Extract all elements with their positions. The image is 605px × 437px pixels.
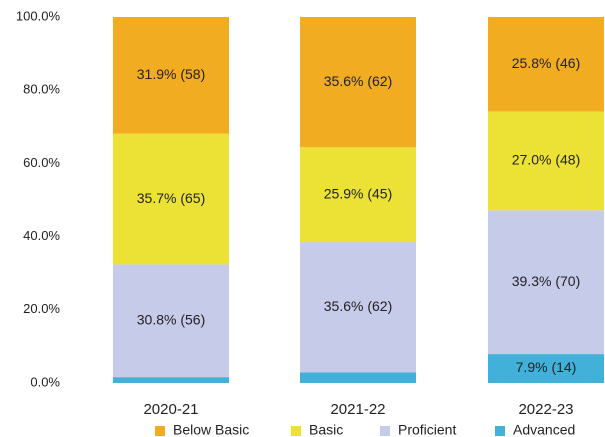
value-label: 25.8% (46)	[512, 55, 580, 71]
value-label: 7.9% (14)	[516, 359, 577, 375]
bar-segment	[113, 17, 229, 134]
bar-segment	[300, 242, 416, 373]
legend-label: Basic	[309, 422, 343, 437]
legend-label: Proficient	[398, 422, 456, 437]
value-label: 27.0% (48)	[512, 152, 580, 168]
value-label: 35.6% (62)	[324, 73, 392, 89]
x-tick-label: 2021-22	[330, 401, 385, 418]
legend-label: Below Basic	[173, 422, 249, 437]
y-tick-label: 40.0%	[23, 228, 60, 243]
y-tick-label: 100.0%	[16, 8, 61, 23]
y-tick-label: 0.0%	[30, 374, 60, 389]
y-tick-label: 60.0%	[23, 155, 60, 170]
legend-swatch	[495, 426, 505, 436]
x-tick-label: 2020-21	[143, 401, 198, 418]
legend-swatch	[291, 426, 301, 436]
value-label: 35.6% (62)	[324, 298, 392, 314]
bar-segment	[488, 111, 604, 211]
bar-segment	[488, 354, 604, 383]
legend-swatch	[155, 426, 165, 436]
value-label: 25.9% (45)	[324, 185, 392, 201]
legend-swatch	[380, 426, 390, 436]
bar-segment	[113, 133, 229, 265]
legend-label: Advanced	[513, 422, 575, 437]
bar-segment	[300, 372, 416, 383]
bar-segment	[488, 210, 604, 355]
bar-segment	[300, 17, 416, 148]
bar-segment	[113, 264, 229, 378]
bar-segment	[113, 377, 229, 383]
y-tick-label: 20.0%	[23, 301, 60, 316]
value-label: 30.8% (56)	[137, 311, 205, 327]
value-label: 35.7% (65)	[137, 190, 205, 206]
value-label: 31.9% (58)	[137, 66, 205, 82]
bar-segment	[488, 17, 604, 112]
bar-segment	[300, 147, 416, 243]
y-tick-label: 80.0%	[23, 82, 60, 97]
x-tick-label: 2022-23	[518, 401, 573, 418]
value-label: 39.3% (70)	[512, 273, 580, 289]
